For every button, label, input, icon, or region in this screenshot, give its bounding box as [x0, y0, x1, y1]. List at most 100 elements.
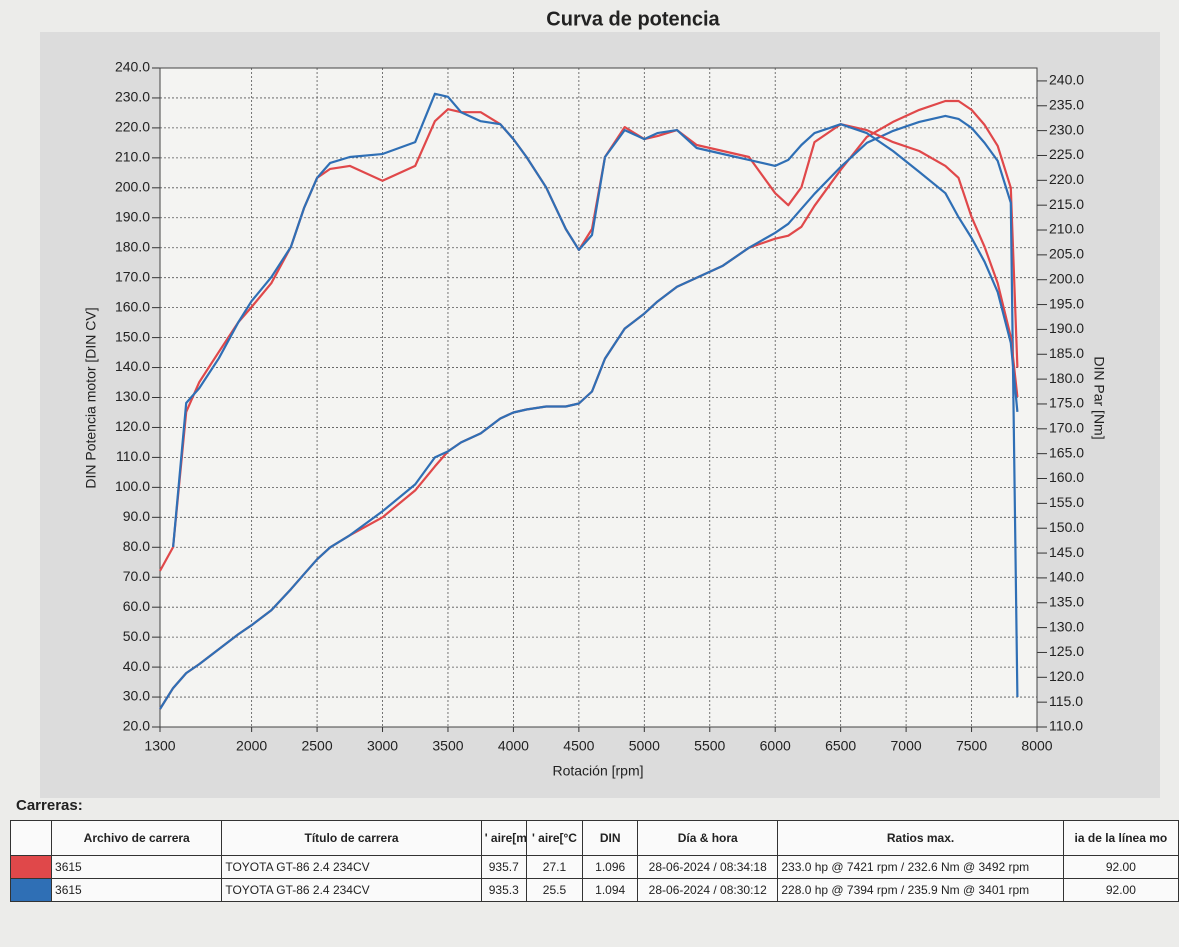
y2-tick-label: 185.0	[1049, 345, 1084, 361]
table-cell: 935.3	[480, 878, 527, 902]
x-tick-label: 2500	[301, 738, 332, 754]
x-axis-label: Rotación [rpm]	[552, 763, 643, 779]
y2-tick-label: 180.0	[1049, 370, 1084, 386]
table-cell: 28-06-2024 / 08:30:12	[637, 878, 779, 902]
y-tick-label: 160.0	[115, 298, 150, 314]
color-swatch	[9, 855, 53, 879]
table-cell: 25.5	[525, 878, 584, 902]
y2-tick-label: 195.0	[1049, 295, 1084, 311]
y-tick-label: 40.0	[123, 658, 150, 674]
table-row: 3615 TOYOTA GT-86 2.4 234CV 935.7 27.1 1.096…	[9, 855, 1179, 879]
y-tick-label: 30.0	[123, 688, 150, 704]
header-cell	[9, 820, 53, 856]
x-tick-label: 5000	[629, 738, 660, 754]
y2-tick-label: 205.0	[1049, 246, 1084, 262]
y2-tick-label: 220.0	[1049, 171, 1084, 187]
color-swatch	[9, 878, 53, 902]
y-tick-label: 220.0	[115, 119, 150, 135]
table-cell: 27.1	[525, 855, 584, 879]
y-tick-label: 120.0	[115, 418, 150, 434]
x-tick-label: 7000	[891, 738, 922, 754]
y2-tick-label: 120.0	[1049, 668, 1084, 684]
x-tick-label: 4000	[498, 738, 529, 754]
table-cell: 3615	[51, 855, 223, 879]
runs-table: Archivo de carrera Título de carrera ' air…	[9, 820, 1179, 902]
x-tick-label: 6000	[760, 738, 791, 754]
y-tick-label: 80.0	[123, 538, 150, 554]
y-tick-label: 50.0	[123, 628, 150, 644]
series-line	[172, 92, 1019, 548]
y2-tick-label: 130.0	[1049, 618, 1084, 634]
table-cell: TOYOTA GT-86 2.4 234CV	[221, 855, 482, 879]
y-tick-label: 60.0	[123, 598, 150, 614]
header-cell: ' aire[mBar	[480, 820, 527, 856]
y2-tick-label: 230.0	[1049, 121, 1084, 137]
table-cell: 228.0 hp @ 7394 rpm / 235.9 Nm @ 3401 rp…	[777, 878, 1064, 902]
y-tick-label: 240.0	[115, 59, 150, 75]
header-cell: Título de carrera	[221, 820, 482, 856]
x-tick-label: 1300	[144, 738, 175, 754]
x-tick-label: 5500	[694, 738, 725, 754]
header-cell: Archivo de carrera	[51, 820, 223, 856]
y2-tick-label: 135.0	[1049, 593, 1084, 609]
y2-tick-label: 200.0	[1049, 270, 1084, 286]
x-tick-label: 2000	[236, 738, 267, 754]
y-tick-label: 170.0	[115, 268, 150, 284]
table-cell: TOYOTA GT-86 2.4 234CV	[221, 878, 482, 902]
table-cell: 28-06-2024 / 08:34:18	[637, 855, 779, 879]
y2-tick-label: 225.0	[1049, 146, 1084, 162]
y2-tick-label: 190.0	[1049, 320, 1084, 336]
chart: Curva de potencia Rotación [rpm] DIN Pot…	[40, 8, 1160, 798]
header-cell: Ratios max.	[777, 820, 1064, 856]
table-cell: 3615	[51, 878, 223, 902]
table-cell: 1.094	[582, 878, 639, 902]
y2-tick-label: 170.0	[1049, 420, 1084, 436]
y-tick-label: 150.0	[115, 328, 150, 344]
x-tick-label: 6500	[825, 738, 856, 754]
y-tick-label: 190.0	[115, 208, 150, 224]
y-tick-label: 90.0	[123, 508, 150, 524]
table-cell: 92.00	[1062, 855, 1179, 879]
header-cell: ' aire[°C	[525, 820, 584, 856]
y2-tick-label: 210.0	[1049, 221, 1084, 237]
table-row: 3615 TOYOTA GT-86 2.4 234CV 935.3 25.5 1.094…	[9, 878, 1179, 902]
y2-tick-label: 115.0	[1049, 693, 1083, 709]
y-tick-label: 130.0	[115, 388, 150, 404]
x-tick-label: 4500	[563, 738, 594, 754]
y2-tick-label: 160.0	[1049, 469, 1084, 485]
y-tick-label: 70.0	[123, 568, 150, 584]
y-axis-label: DIN Potencia motor [DIN CV]	[83, 307, 99, 488]
y2-tick-label: 125.0	[1049, 643, 1084, 659]
y2-tick-label: 215.0	[1049, 196, 1084, 212]
y-tick-label: 20.0	[123, 718, 150, 734]
y-tick-label: 230.0	[115, 89, 150, 105]
x-tick-label: 3500	[432, 738, 463, 754]
table-cell: 1.096	[582, 855, 639, 879]
table-cell: 935.7	[480, 855, 527, 879]
plot-area	[160, 68, 1037, 727]
x-tick-label: 7500	[956, 738, 987, 754]
y2-tick-label: 155.0	[1049, 494, 1084, 510]
x-tick-label: 8000	[1021, 738, 1052, 754]
y2-tick-label: 165.0	[1049, 444, 1084, 460]
series-line	[159, 114, 1019, 710]
y2-tick-label: 145.0	[1049, 544, 1084, 560]
table-cell: 92.00	[1062, 878, 1179, 902]
table-title: Carreras:	[16, 797, 83, 814]
y2-axis-label: DIN Par [Nm]	[1091, 356, 1107, 439]
y2-tick-label: 240.0	[1049, 72, 1084, 88]
header-cell: DIN	[582, 820, 639, 856]
header-cell: ia de la línea mo	[1062, 820, 1179, 856]
y-tick-label: 100.0	[115, 478, 150, 494]
y2-tick-label: 150.0	[1049, 519, 1084, 535]
chart-title: Curva de potencia	[546, 8, 720, 30]
y2-tick-label: 235.0	[1049, 96, 1084, 112]
y-tick-label: 180.0	[115, 238, 150, 254]
x-tick-label: 3000	[367, 738, 398, 754]
header-row: Archivo de carrera Título de carrera ' air…	[9, 820, 1179, 856]
y2-tick-label: 140.0	[1049, 569, 1084, 585]
y2-tick-label: 110.0	[1049, 718, 1083, 734]
y-tick-label: 210.0	[115, 149, 150, 165]
y-tick-label: 200.0	[115, 179, 150, 195]
